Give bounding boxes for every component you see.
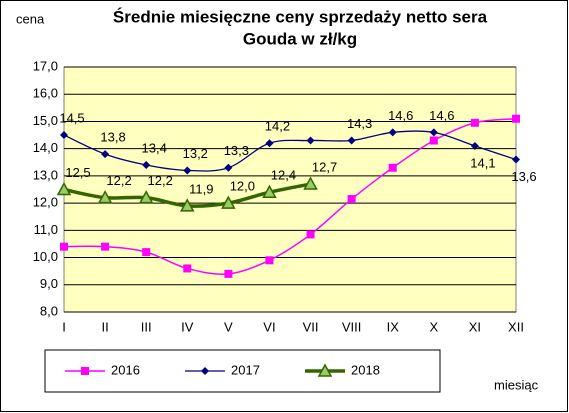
x-tick-label: V — [224, 319, 233, 334]
data-point — [224, 269, 233, 278]
x-tick-label: I — [62, 319, 66, 334]
data-label: 11,9 — [189, 181, 213, 196]
legend-label: 2016 — [111, 362, 140, 377]
y-tick-label: 9,0 — [40, 276, 58, 291]
data-point — [265, 139, 274, 148]
data-label: 12,0 — [230, 179, 255, 194]
x-tick-label: X — [429, 319, 438, 334]
y-axis-label: cena — [16, 11, 45, 26]
data-label: 14,6 — [388, 108, 413, 123]
data-point — [470, 141, 479, 150]
data-label: 13,2 — [183, 146, 208, 161]
y-tick-label: 16,0 — [33, 86, 58, 101]
y-tick-label: 8,0 — [40, 303, 58, 318]
legend-marker — [201, 367, 209, 375]
data-label: 12,2 — [106, 173, 131, 188]
data-label: 13,3 — [224, 143, 249, 158]
data-point — [60, 131, 68, 140]
data-point — [56, 181, 72, 196]
data-point — [306, 230, 315, 239]
data-point — [265, 256, 274, 265]
data-point — [347, 195, 356, 204]
data-point — [183, 264, 192, 273]
x-tick-label: II — [101, 319, 108, 334]
data-point — [142, 161, 151, 169]
x-tick-label: VI — [263, 319, 275, 334]
data-label: 14,5 — [59, 110, 84, 125]
data-point — [429, 128, 438, 137]
data-label: 12,7 — [312, 159, 337, 174]
data-point — [347, 136, 356, 145]
y-tick-label: 14,0 — [33, 140, 58, 155]
legend-marker — [317, 363, 333, 377]
x-tick-label: XI — [469, 319, 481, 334]
data-point — [306, 136, 315, 145]
chart-title: Średnie miesięczne ceny sprzedaży netto … — [113, 7, 488, 26]
data-point — [97, 190, 113, 204]
x-axis-label: miesiąc — [494, 377, 539, 392]
data-label: 13,6 — [511, 169, 536, 184]
data-label: 13,4 — [142, 140, 167, 155]
data-point — [142, 248, 151, 257]
data-point — [180, 198, 195, 212]
data-point — [101, 150, 110, 159]
series-line — [63, 130, 517, 172]
data-point — [224, 163, 233, 172]
y-tick-label: 11,0 — [34, 222, 58, 237]
data-point — [183, 166, 192, 175]
data-label: 12,5 — [65, 165, 90, 180]
legend-label: 2017 — [231, 362, 260, 377]
data-label: 12,4 — [271, 168, 296, 183]
data-point — [470, 118, 479, 127]
data-point — [262, 184, 277, 198]
data-point — [60, 242, 68, 251]
y-tick-label: 15,0 — [33, 113, 58, 128]
x-tick-label: IV — [181, 319, 194, 334]
x-tick-label: VII — [303, 319, 319, 334]
data-label: 14,3 — [347, 116, 372, 131]
y-tick-label: 10,0 — [33, 249, 58, 264]
y-tick-label: 17,0 — [33, 58, 58, 73]
x-tick-label: XII — [508, 319, 524, 334]
data-point — [512, 114, 520, 123]
legend-box — [44, 349, 441, 393]
y-tick-label: 12,0 — [33, 195, 58, 210]
data-point — [429, 136, 438, 145]
data-point — [101, 242, 110, 251]
data-label: 12,2 — [148, 173, 173, 188]
y-tick-label: 13,0 — [33, 167, 58, 182]
data-point — [303, 176, 318, 190]
data-point — [388, 128, 397, 137]
data-point — [388, 163, 397, 172]
data-label: 13,8 — [100, 130, 125, 145]
x-tick-label: III — [141, 319, 152, 334]
data-point — [221, 195, 236, 209]
legend-marker — [81, 367, 89, 375]
chart-title: Gouda w zł/kg — [243, 29, 357, 48]
data-label: 14,1 — [470, 155, 495, 170]
data-label: 14,6 — [429, 108, 454, 123]
data-point — [512, 155, 520, 164]
x-tick-label: VIII — [342, 319, 362, 334]
data-point — [138, 190, 154, 204]
x-tick-label: IX — [387, 319, 400, 334]
data-label: 14,2 — [265, 119, 290, 134]
legend-label: 2018 — [351, 362, 380, 377]
